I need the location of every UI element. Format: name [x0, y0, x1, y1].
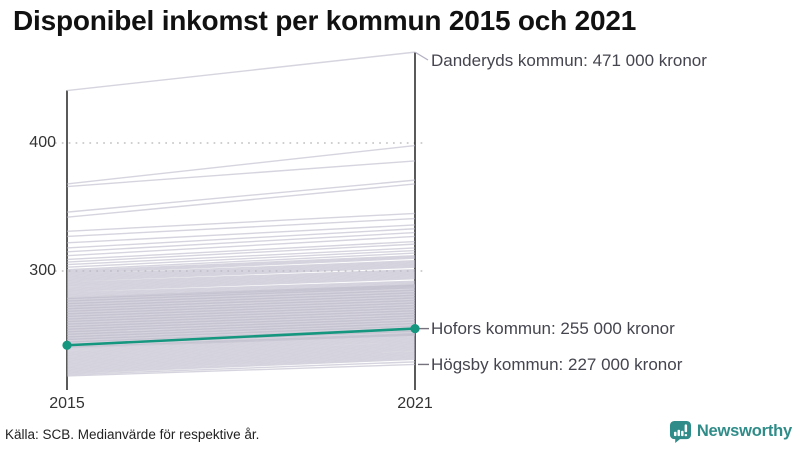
bar-chart-speech-bubble-icon	[669, 420, 691, 443]
source-note: Källa: SCB. Medianvärde för respektive å…	[5, 427, 260, 442]
annotation-hogsby: Högsby kommun: 227 000 kronor	[431, 354, 683, 374]
newsworthy-logo: Newsworthy	[669, 420, 792, 443]
annotation-danderyd: Danderyds kommun: 471 000 kronor	[431, 51, 707, 70]
y-axis-tick-400: 400	[29, 134, 56, 151]
page-title: Disponibel inkomst per kommun 2015 och 2…	[13, 5, 637, 36]
newsworthy-wordmark: Newsworthy	[696, 422, 792, 440]
y-axis-tick-300: 300	[29, 262, 56, 279]
x-axis-label-2021: 2021	[397, 395, 433, 412]
x-axis-label-2015: 2015	[49, 395, 85, 412]
annotation-hofors: Hofors kommun: 255 000 kronor	[431, 319, 675, 338]
